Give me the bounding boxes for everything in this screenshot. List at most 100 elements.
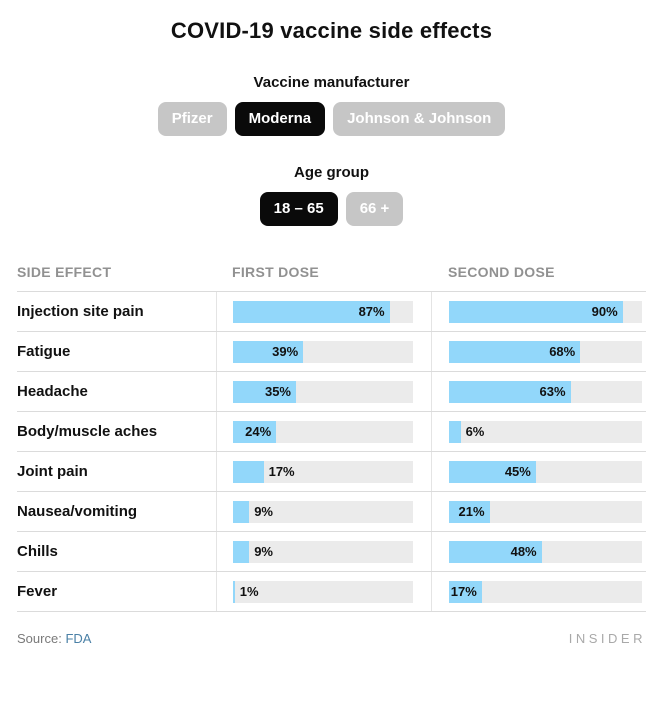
- bar-fill: [233, 380, 296, 403]
- bar-value-label: 63%: [539, 384, 566, 399]
- second-dose-cell: 45%: [431, 452, 646, 491]
- table-row: Body/muscle aches 24% 6%: [17, 411, 646, 451]
- table-row: Injection site pain 87% 90%: [17, 291, 646, 331]
- side-effect-label: Headache: [17, 383, 88, 400]
- age-group-option-18-65[interactable]: 18 – 65: [259, 192, 338, 226]
- first-dose-bar-track: 87%: [233, 300, 413, 323]
- bar-fill: [449, 380, 571, 403]
- bar-fill: [233, 540, 250, 563]
- first-dose-cell: 17%: [216, 452, 431, 491]
- manufacturer-option-moderna[interactable]: Moderna: [234, 102, 326, 136]
- bar-value-label: 24%: [245, 424, 272, 439]
- side-effect-label: Nausea/vomiting: [17, 503, 138, 520]
- side-effect-label: Joint pain: [17, 463, 88, 480]
- first-dose-bar-track: 24%: [233, 420, 413, 443]
- source-line: Source: FDA: [17, 631, 91, 646]
- bar-fill: [449, 300, 623, 323]
- second-dose-cell: 48%: [431, 532, 646, 571]
- second-dose-bar-track: 63%: [449, 380, 642, 403]
- side-effect-label: Chills: [17, 543, 58, 560]
- manufacturer-option-pfizer[interactable]: Pfizer: [157, 102, 227, 136]
- column-header-first-dose: FIRST DOSE: [232, 264, 320, 280]
- bar-value-label: 87%: [358, 304, 385, 319]
- bar-value-label: 39%: [272, 344, 299, 359]
- column-header-side-effect: SIDE EFFECT: [17, 264, 112, 280]
- first-dose-cell: 1%: [216, 572, 431, 611]
- page-title: COVID-19 vaccine side effects: [170, 18, 493, 43]
- first-dose-bar-track: 9%: [233, 540, 413, 563]
- bar-value-label: 17%: [450, 584, 477, 599]
- second-dose-bar-track: 68%: [449, 340, 642, 363]
- bar-value-label: 9%: [254, 504, 273, 519]
- second-dose-bar-track: 17%: [449, 580, 642, 603]
- second-dose-bar-track: 90%: [449, 300, 642, 323]
- side-effect-label: Injection site pain: [17, 303, 144, 320]
- first-dose-cell: 87%: [216, 292, 431, 331]
- table-row: Joint pain 17% 45%: [17, 451, 646, 491]
- manufacturer-button-group: Pfizer Moderna Johnson & Johnson: [0, 102, 663, 136]
- first-dose-cell: 35%: [216, 372, 431, 411]
- second-dose-bar-track: 6%: [449, 420, 642, 443]
- first-dose-cell: 39%: [216, 332, 431, 371]
- footer: Source: FDA INSIDER: [17, 631, 646, 646]
- bar-fill: [449, 340, 581, 363]
- table-row: Headache 35% 63%: [17, 371, 646, 411]
- first-dose-bar-track: 9%: [233, 500, 413, 523]
- side-effects-table: SIDE EFFECT FIRST DOSE SECOND DOSE Injec…: [17, 253, 646, 612]
- bar-fill: [233, 340, 304, 363]
- table-body: Injection site pain 87% 90% Fatigue 39%: [17, 291, 646, 612]
- second-dose-bar-track: 45%: [449, 460, 642, 483]
- bar-value-label: 21%: [458, 504, 485, 519]
- second-dose-bar-track: 21%: [449, 500, 642, 523]
- second-dose-cell: 21%: [431, 492, 646, 531]
- bar-fill: [449, 540, 542, 563]
- table-row: Fatigue 39% 68%: [17, 331, 646, 371]
- bar-fill: [449, 500, 490, 523]
- second-dose-cell: 68%: [431, 332, 646, 371]
- first-dose-bar-track: 39%: [233, 340, 413, 363]
- second-dose-cell: 6%: [431, 412, 646, 451]
- first-dose-cell: 24%: [216, 412, 431, 451]
- table-header-row: SIDE EFFECT FIRST DOSE SECOND DOSE: [17, 253, 646, 291]
- table-row: Nausea/vomiting 9% 21%: [17, 491, 646, 531]
- bar-value-label: 6%: [465, 424, 485, 439]
- age-group-button-group: 18 – 65 66 +: [0, 192, 663, 226]
- table-row: Chills 9% 48%: [17, 531, 646, 571]
- first-dose-bar-track: 1%: [233, 580, 413, 603]
- second-dose-cell: 17%: [431, 572, 646, 611]
- manufacturer-option-johnson-and-johnson[interactable]: Johnson & Johnson: [333, 102, 506, 136]
- second-dose-cell: 90%: [431, 292, 646, 331]
- bar-value-label: 1%: [239, 584, 259, 599]
- bar-fill: [449, 460, 536, 483]
- bar-value-label: 45%: [504, 464, 531, 479]
- side-effect-label: Fever: [17, 583, 58, 600]
- bar-fill: [449, 580, 482, 603]
- insider-logo: INSIDER: [568, 631, 646, 646]
- bar-value-label: 35%: [264, 384, 291, 399]
- side-effect-label: Body/muscle aches: [17, 423, 158, 440]
- bar-value-label: 68%: [549, 344, 576, 359]
- first-dose-bar-track: 35%: [233, 380, 413, 403]
- source-link-fda[interactable]: FDA: [65, 631, 92, 646]
- manufacturer-group-label: Vaccine manufacturer: [253, 74, 410, 91]
- bar-value-label: 17%: [268, 464, 295, 479]
- age-group-option-66-plus[interactable]: 66 +: [345, 192, 404, 226]
- column-header-second-dose: SECOND DOSE: [448, 264, 555, 280]
- second-dose-bar-track: 48%: [449, 540, 642, 563]
- first-dose-bar-track: 17%: [233, 460, 413, 483]
- first-dose-cell: 9%: [216, 492, 431, 531]
- bar-fill: [233, 460, 264, 483]
- bar-value-label: 9%: [254, 544, 273, 559]
- bar-fill: [233, 500, 250, 523]
- bar-value-label: 90%: [591, 304, 618, 319]
- side-effect-label: Fatigue: [17, 343, 71, 360]
- bar-fill: [233, 300, 390, 323]
- bar-fill: [233, 420, 277, 443]
- age-group-label: Age group: [294, 164, 369, 181]
- bar-value-label: 48%: [510, 544, 537, 559]
- first-dose-cell: 9%: [216, 532, 431, 571]
- source-label: Source:: [17, 631, 62, 646]
- table-row: Fever 1% 17%: [17, 571, 646, 611]
- second-dose-cell: 63%: [431, 372, 646, 411]
- bar-fill: [233, 580, 235, 603]
